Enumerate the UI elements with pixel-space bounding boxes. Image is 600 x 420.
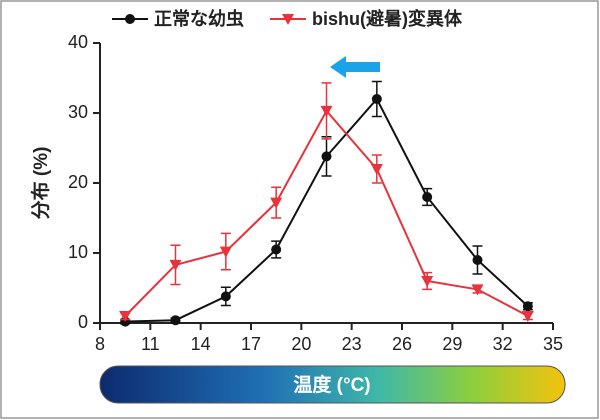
y-tick-label: 30 — [68, 102, 88, 122]
point — [472, 255, 483, 265]
x-tick-label: 11 — [141, 334, 160, 354]
x-axis-label: 温度 (°C) — [293, 373, 370, 396]
y-tick-label: 10 — [68, 242, 88, 262]
y-axis-label: 分布 (%) — [29, 147, 52, 220]
point — [421, 276, 434, 287]
x-tick-label: 20 — [291, 334, 311, 354]
x-tick-label: 17 — [241, 334, 261, 354]
point — [119, 311, 132, 322]
x-tick-label: 23 — [342, 334, 362, 354]
point — [321, 151, 332, 162]
legend-label: bishu(避暑)変異体 — [312, 8, 463, 29]
x-tick-label: 14 — [191, 334, 211, 354]
legend-marker — [282, 14, 294, 25]
point — [471, 284, 484, 296]
y-tick-label: 40 — [68, 32, 88, 52]
point — [270, 197, 283, 209]
point — [220, 291, 231, 302]
point — [370, 164, 383, 175]
point — [271, 244, 282, 255]
x-tick-label: 26 — [392, 334, 412, 354]
shift-arrow — [330, 56, 380, 78]
temperature-bar — [99, 365, 566, 404]
x-tick-label: 32 — [493, 334, 513, 354]
point — [521, 311, 534, 322]
point — [371, 94, 382, 104]
point — [219, 246, 232, 258]
x-tick-label: 29 — [442, 334, 462, 354]
point — [422, 192, 433, 202]
legend-label: 正常な幼虫 — [154, 8, 244, 29]
x-tick-label: 35 — [543, 334, 563, 354]
x-tick-label: 8 — [95, 334, 105, 354]
point — [170, 315, 181, 326]
point — [320, 105, 333, 117]
y-tick-label: 0 — [78, 312, 88, 332]
y-tick-label: 20 — [68, 172, 88, 192]
legend-marker — [125, 14, 135, 24]
point — [522, 301, 533, 312]
point — [169, 259, 182, 271]
